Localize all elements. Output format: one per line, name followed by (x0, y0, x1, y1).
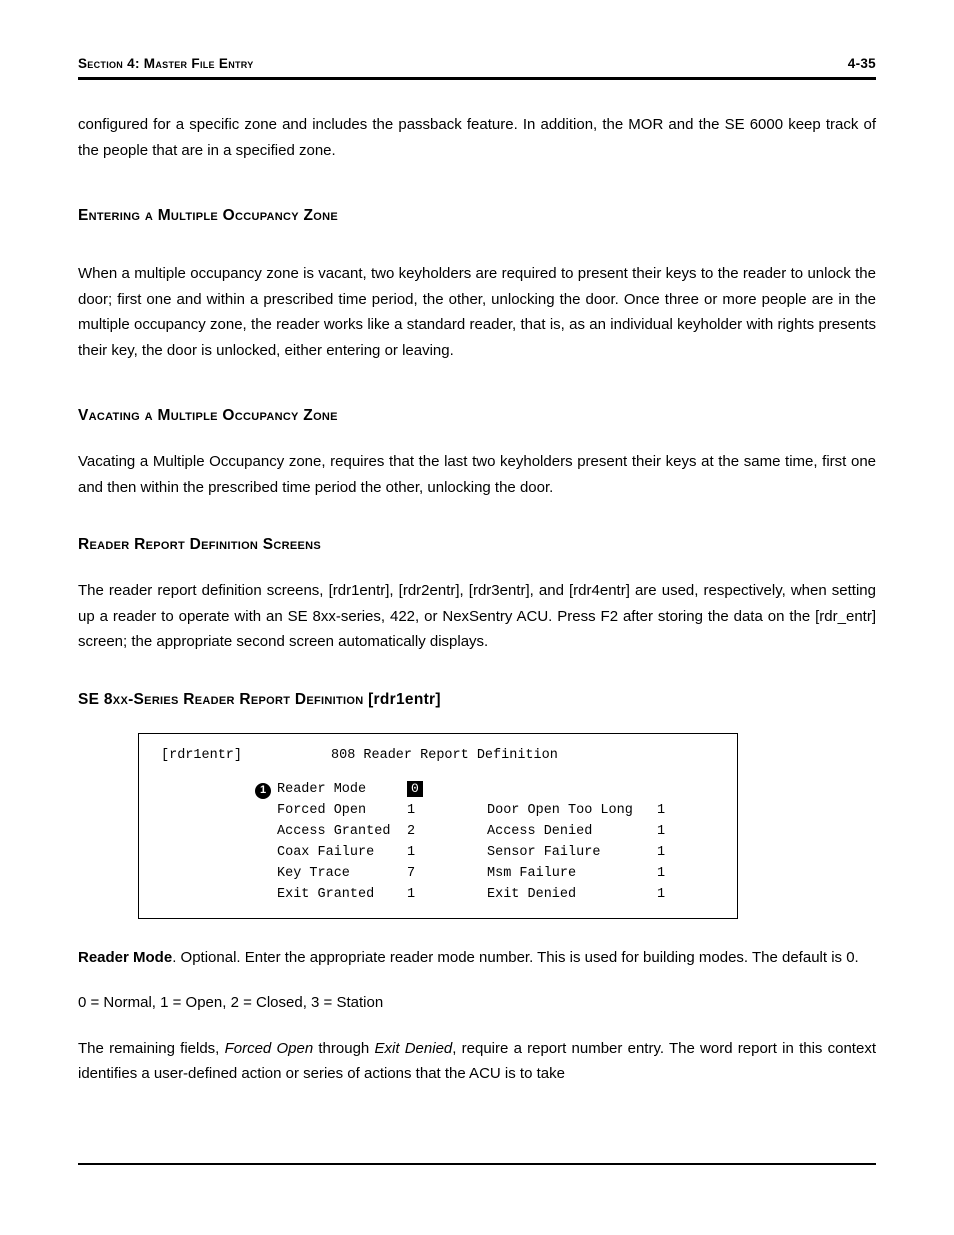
field-value: 7 (407, 864, 437, 885)
reader-mode-desc: Reader Mode. Optional. Enter the appropr… (78, 945, 876, 971)
heading-entering-zone: Entering a Multiple Occupancy Zone (78, 207, 876, 225)
footer-rule (78, 1163, 876, 1165)
field-label: Key Trace (277, 864, 407, 885)
heading-se8xx: SE 8xx-Series Reader Report Definition [… (78, 691, 876, 709)
field-label: Reader Mode (277, 780, 407, 801)
field-value: 1 (407, 843, 437, 864)
screen-title: 808 Reader Report Definition (331, 746, 558, 767)
field-label: Access Granted (277, 822, 407, 843)
closing-para: The remaining fields, Forced Open throug… (78, 1036, 876, 1087)
field-value: 1 (407, 885, 437, 906)
field-value: 1 (657, 822, 677, 843)
heading-vacating-zone: Vacating a Multiple Occupancy Zone (78, 407, 876, 425)
para-vacating-zone: Vacating a Multiple Occupancy zone, requ… (78, 449, 876, 500)
field-label: Exit Denied (487, 885, 657, 906)
para-reader-report-def: The reader report definition screens, [r… (78, 578, 876, 655)
screen-row: Forced Open1Door Open Too Long1 (161, 801, 715, 822)
screen-row: Exit Granted1Exit Denied1 (161, 885, 715, 906)
screen-row: 1 Reader Mode0 (161, 780, 715, 801)
field-value: 1 (407, 801, 437, 822)
field-label: Exit Granted (277, 885, 407, 906)
para-entering-zone: When a multiple occupancy zone is vacant… (78, 261, 876, 363)
field-value: 2 (407, 822, 437, 843)
field-label: Access Denied (487, 822, 657, 843)
intro-paragraph: configured for a specific zone and inclu… (78, 112, 876, 163)
reader-mode-label: Reader Mode (78, 949, 172, 966)
screen-row: Key Trace7 Msm Failure1 (161, 864, 715, 885)
screen-row: Coax Failure1Sensor Failure1 (161, 843, 715, 864)
screen-tag: [rdr1entr] (161, 746, 331, 767)
heading-reader-report-def: Reader Report Definition Screens (78, 536, 876, 554)
field-value: 1 (657, 801, 677, 822)
heading-se8xx-code: [rdr1entr] (368, 691, 441, 708)
field-label: Msm Failure (487, 864, 657, 885)
field-value: 1 (657, 843, 677, 864)
field-label: Coax Failure (277, 843, 407, 864)
page-header: Section 4: Master File Entry 4-35 (78, 56, 876, 80)
field-value: 1 (657, 864, 677, 885)
reader-mode-options: 0 = Normal, 1 = Open, 2 = Closed, 3 = St… (78, 990, 876, 1016)
field-value: 1 (657, 885, 677, 906)
heading-se8xx-prefix: SE 8xx-Series Reader Report Definition (78, 691, 368, 708)
callout-marker-icon: 1 (255, 783, 271, 799)
field-label: Sensor Failure (487, 843, 657, 864)
field-label: Forced Open (277, 801, 407, 822)
marker-cell: 1 (161, 783, 277, 799)
field-value: 0 (407, 780, 437, 801)
reader-mode-text: . Optional. Enter the appropriate reader… (172, 949, 859, 966)
section-label: Section 4: Master File Entry (78, 56, 254, 71)
terminal-screen: [rdr1entr] 808 Reader Report Definition … (138, 733, 738, 919)
page-number: 4-35 (848, 56, 876, 71)
field-label: Door Open Too Long (487, 801, 657, 822)
screen-row: Access Granted2 Access Denied1 (161, 822, 715, 843)
